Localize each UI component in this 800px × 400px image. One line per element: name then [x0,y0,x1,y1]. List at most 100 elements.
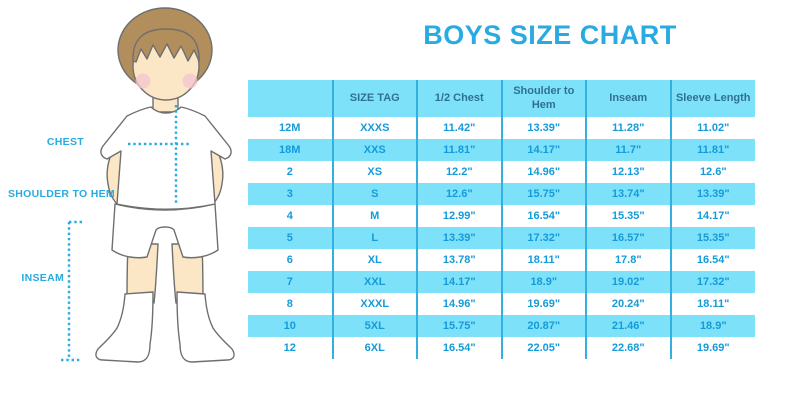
table-cell: XXS [331,139,417,161]
table-cell: 6XL [331,337,417,359]
table-cell: M [331,205,417,227]
table-cell: 18.9" [669,315,755,337]
table-cell: 13.74" [585,183,671,205]
table-cell: 13.39" [669,183,755,205]
table-cell: 19.69" [669,337,755,359]
table-cell: 19.02" [585,271,671,293]
size-table-container: SIZE TAG 1/2 Chest Shoulder to Hem Inseam Sl… [248,80,755,359]
table-cell: 18.11" [500,249,586,271]
table-cell: 22.68" [585,337,671,359]
table-cell: 12.6" [416,183,502,205]
header-cell: 1/2 Chest [416,80,502,117]
table-row: 5 L 13.39" 17.32" 16.57" 15.35" [248,227,755,249]
table-cell: 2 [286,166,293,178]
table-cell: 22.05" [500,337,586,359]
table-cell: 19.69" [500,293,586,315]
table-cell: 12 [283,342,296,354]
table-cell: 5 [248,227,333,249]
table-cell: 13.39" [500,117,586,139]
table-row: 8 XXXL 14.96" 19.69" 20.24" 18.11" [248,293,755,315]
table-cell: 14.17" [416,271,502,293]
table-cell: 16.54" [500,205,586,227]
table-cell: 17.32" [500,227,586,249]
table-cell: 14.96" [416,293,502,315]
table-cell: 5XL [331,315,417,337]
table-row: 7 XXL 14.17" 18.9" 19.02" 17.32" [248,271,755,293]
table-cell: 16.57" [585,227,671,249]
table-cell: XXXS [331,117,417,139]
table-cell: L [331,227,417,249]
right-sock [176,291,235,363]
table-cell: 20.87" [500,315,586,337]
chest-label: CHEST [46,136,84,148]
size-table: SIZE TAG 1/2 Chest Shoulder to Hem Inseam Sl… [248,80,755,359]
table-cell: 18.11" [669,293,755,315]
table-cell: XL [331,249,417,271]
table-cell: 11.28" [585,117,671,139]
table-cell: 18.9" [500,271,586,293]
table-cell: XXXL [331,293,417,315]
table-cell: 16.54" [669,249,755,271]
table-cell: XS [331,161,417,183]
table-row: 12 6XL 16.54" 22.05" 22.68" 19.69" [248,337,755,359]
table-cell: 15.35" [669,227,755,249]
table-cell: 11.81" [416,139,502,161]
table-cell: 11.7" [585,139,671,161]
table-row: 3 S 12.6" 15.75" 13.74" 13.39" [248,183,755,205]
table-row: 10 5XL 15.75" 20.87" 21.46" 18.9" [248,315,755,337]
header-cell: Sleeve Length [669,80,755,117]
right-cheek [182,73,198,89]
table-cell: XXL [331,271,417,293]
table-cell: 11.81" [669,139,755,161]
table-cell: 12.2" [416,161,502,183]
table-cell: 8 [286,298,293,310]
table-cell: 12M [279,122,301,134]
table-cell: 14.96" [500,161,586,183]
left-sock [95,291,154,363]
boy-illustration [61,7,235,363]
table-cell: 12.6" [669,161,755,183]
table-cell: 13.78" [416,249,502,271]
table-row: 12M XXXS 11.42" 13.39" 11.28" 11.02" [248,117,755,139]
table-cell: 4 [286,210,293,222]
table-row: 6 XL 13.78" 18.11" 17.8" 16.54" [248,249,755,271]
table-row: 4 M 12.99" 16.54" 15.35" 14.17" [248,205,755,227]
header-cell: Shoulder to Hem [500,80,586,117]
table-cell: 15.75" [500,183,586,205]
header-cell [248,80,333,117]
table-cell: 10 [248,315,333,337]
table-cell: 16.54" [416,337,502,359]
page-title: BOYS SIZE CHART [423,20,677,50]
header-cell: SIZE TAG [331,80,417,117]
header-cell: Inseam [585,80,671,117]
size-table-body: 12M XXXS 11.42" 13.39" 11.28" 11.02" 18M XXS 11.… [248,117,755,359]
shorts [111,203,219,259]
shoulder-to-hem-label: SHOULDER TO HEM [8,188,115,200]
table-cell: 12.99" [416,205,502,227]
table-cell: 3 [248,183,333,205]
table-cell: 17.32" [669,271,755,293]
t-shirt [100,106,232,210]
table-cell: 13.39" [416,227,502,249]
table-cell: 12.13" [585,161,671,183]
table-cell: S [331,183,417,205]
table-cell: 11.42" [416,117,502,139]
table-cell: 21.46" [585,315,671,337]
left-leg [126,243,159,304]
inseam-label: INSEAM [21,272,64,284]
size-table-head: SIZE TAG 1/2 Chest Shoulder to Hem Inseam Sl… [248,80,755,117]
left-cheek [135,73,151,89]
hair-fringe [132,28,200,63]
table-cell: 7 [248,271,333,293]
table-cell: 6 [286,254,293,266]
table-cell: 14.17" [500,139,586,161]
table-row: 18M XXS 11.81" 14.17" 11.7" 11.81" [248,139,755,161]
table-cell: 11.02" [669,117,755,139]
table-cell: 15.75" [416,315,502,337]
table-cell: 14.17" [669,205,755,227]
table-cell: 20.24" [585,293,671,315]
table-cell: 18M [248,139,333,161]
right-leg [171,243,204,304]
table-row: 2 XS 12.2" 14.96" 12.13" 12.6" [248,161,755,183]
